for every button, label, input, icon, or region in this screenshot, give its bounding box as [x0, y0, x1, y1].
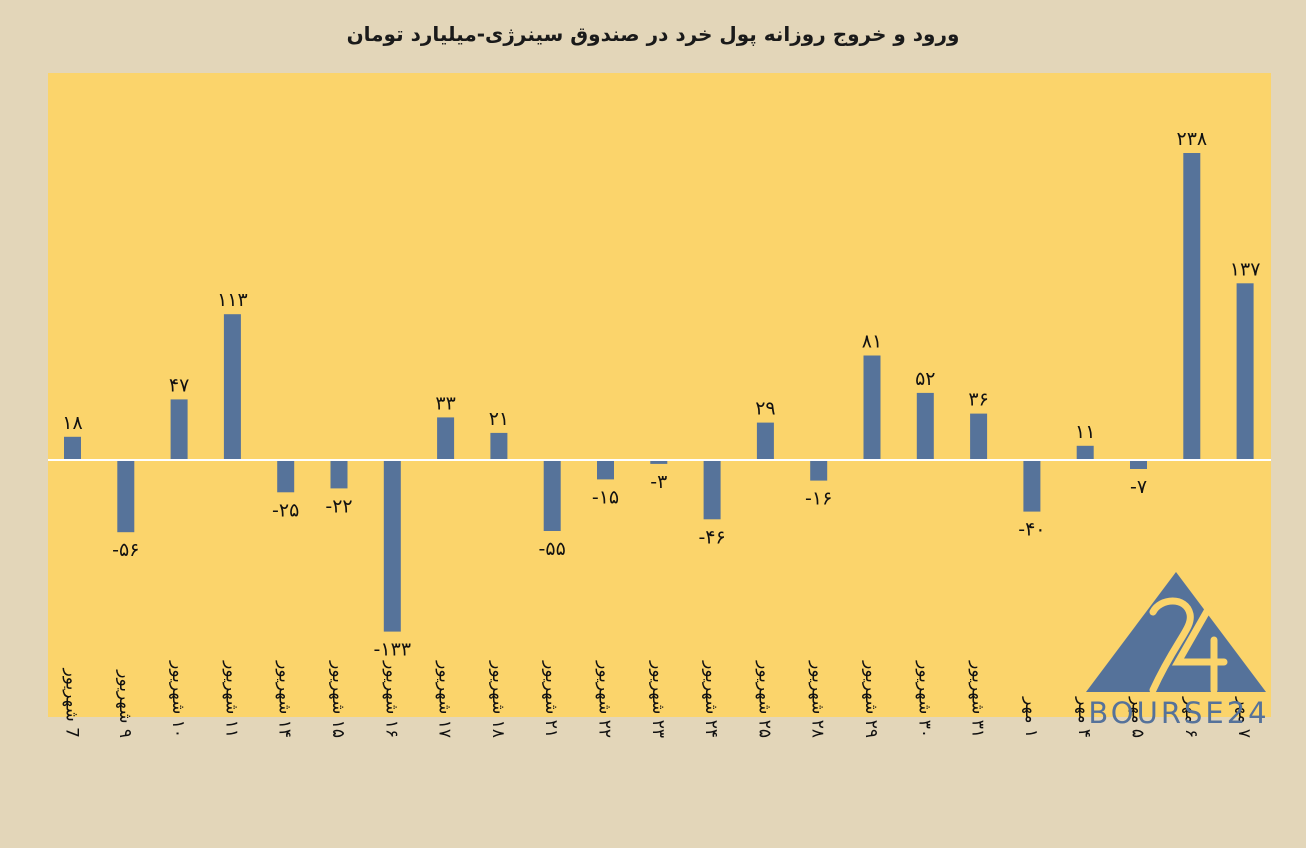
- bar: [170, 399, 188, 460]
- bar: [1236, 283, 1254, 460]
- category-label: 7 شهریور: [62, 668, 82, 738]
- category-label: ۱۰ شهریور: [168, 660, 188, 738]
- data-label: ۲۱: [489, 408, 509, 430]
- category-label: ۱۶ شهریور: [381, 660, 401, 738]
- bar: [597, 460, 614, 480]
- bar: [223, 314, 241, 460]
- bar: [277, 460, 295, 493]
- bar: [863, 355, 881, 460]
- category-label: ۲۵ شهریور: [754, 660, 774, 738]
- category-label: ۷ مهر: [1234, 696, 1254, 738]
- category-label: ۲۴ شهریور: [701, 660, 721, 738]
- bar: [383, 460, 401, 632]
- category-label: ۲۹ شهریور: [861, 660, 881, 738]
- chart-title: ورود و خروج روزانه پول خرد در صندوق سینر…: [346, 22, 960, 46]
- data-label: ۸۱: [862, 331, 882, 353]
- data-label: -۳: [650, 471, 667, 493]
- category-label: ۲۱ شهریور: [541, 660, 561, 738]
- bar: [490, 432, 508, 460]
- data-label: -۱۶: [805, 488, 832, 510]
- data-label: -۲۵: [272, 499, 299, 521]
- bar: [756, 422, 774, 460]
- bar: [437, 417, 455, 460]
- data-label: -۷: [1130, 476, 1147, 498]
- bar: [1130, 460, 1147, 469]
- category-label: ۹ شهریور: [115, 669, 135, 738]
- bar: [64, 436, 81, 460]
- bar: [1023, 460, 1041, 512]
- data-label: -۱۵: [592, 486, 619, 508]
- bar: [810, 460, 828, 481]
- data-label: ۱۳۷: [1230, 258, 1261, 280]
- bar: [543, 460, 561, 531]
- category-label: ۶ مهر: [1181, 696, 1201, 738]
- category-label: ۲۳ شهریور: [648, 660, 668, 738]
- category-label: ۱ مهر: [1021, 696, 1041, 738]
- category-label: ۱۴ شهریور: [275, 660, 295, 738]
- data-label: -۴۰: [1018, 519, 1045, 541]
- category-label: ۲۲ شهریور: [595, 660, 615, 738]
- category-label: ۳۱ شهریور: [968, 660, 988, 738]
- data-label: -۲۲: [325, 495, 352, 517]
- data-label: -۵۶: [112, 539, 139, 561]
- category-label: ۱۸ شهریور: [488, 660, 508, 738]
- bar: [970, 413, 988, 460]
- bar: [916, 392, 934, 460]
- data-label: ۲۹: [755, 398, 775, 420]
- category-label: ۴ مهر: [1074, 696, 1094, 738]
- bar: [330, 460, 348, 489]
- category-label: ۱۱ شهریور: [221, 660, 241, 738]
- bar: [1076, 445, 1094, 460]
- data-label: ۱۸: [62, 412, 82, 434]
- data-label: ۱۱۳: [217, 289, 248, 311]
- data-label: -۴۶: [698, 526, 725, 548]
- category-label: ۱۷ شهریور: [435, 660, 455, 738]
- data-label: -۵۵: [539, 538, 566, 560]
- bar: [1183, 153, 1201, 460]
- triangle-logo-icon: [1086, 572, 1266, 694]
- data-label: ۲۳۸: [1176, 128, 1207, 150]
- logo-wordmark: BOURSE24: [1088, 696, 1270, 730]
- data-label: ۱۱: [1075, 421, 1095, 443]
- data-label: ۳۳: [435, 392, 455, 414]
- bar: [117, 460, 135, 533]
- data-label: ۵۲: [915, 368, 935, 390]
- data-label: -۱۳۳: [374, 639, 411, 661]
- bar: [650, 460, 668, 464]
- category-label: ۵ مهر: [1128, 696, 1148, 738]
- category-label: ۱۵ شهریور: [328, 660, 348, 738]
- plot-area: [48, 73, 1271, 717]
- data-label: ۴۷: [169, 374, 189, 396]
- category-label: ۳۰ شهریور: [914, 660, 934, 738]
- data-label: ۳۶: [968, 389, 988, 411]
- bar: [703, 460, 721, 520]
- category-label: ۲۸ شهریور: [808, 660, 828, 738]
